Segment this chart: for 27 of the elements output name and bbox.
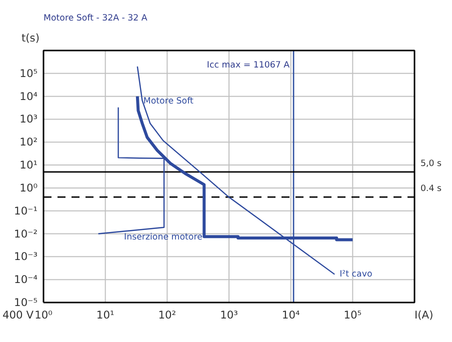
y-tick-label: 10³	[20, 112, 38, 126]
ref-line-label: 0.4 s	[420, 184, 442, 194]
y-axis-title: t(s)	[21, 32, 40, 44]
x-tick-label: 10⁰	[34, 308, 52, 322]
x-tick-label: 10¹	[96, 308, 114, 322]
y-tick-label: 10⁻³	[14, 250, 38, 264]
ref-line-label: Icc max = 11067 A	[206, 60, 290, 70]
x-tick-label: 10²	[158, 308, 176, 322]
y-tick-label: 10⁰	[20, 181, 38, 194]
y-tick-label: 10⁵	[20, 66, 38, 80]
chart-title: Motore Soft - 32A - 32 A	[44, 14, 148, 24]
x-axis-title: I(A)	[414, 308, 434, 322]
y-tick-label: 10⁻⁴	[14, 273, 38, 286]
y-tick-label: 10⁻¹	[14, 204, 38, 218]
y-tick-label: 10¹	[20, 158, 38, 172]
ref-line-label: 5,0 s	[420, 158, 442, 169]
y-tick-label: 10⁻⁵	[14, 296, 38, 309]
x-tick-label: 10³	[220, 308, 238, 322]
y-tick-label: 10²	[20, 136, 38, 149]
series-label: Motore Soft	[143, 96, 194, 106]
series-label: I²t cavo	[340, 269, 372, 280]
text: 400 V	[2, 308, 34, 322]
y-tick-label: 10⁴	[20, 90, 38, 103]
series-label: Inserzione motore	[124, 232, 202, 242]
x-tick-label: 10⁴	[282, 308, 300, 322]
y-tick-label: 10⁻²	[14, 227, 38, 240]
x-tick-label: 10⁵	[344, 308, 362, 322]
